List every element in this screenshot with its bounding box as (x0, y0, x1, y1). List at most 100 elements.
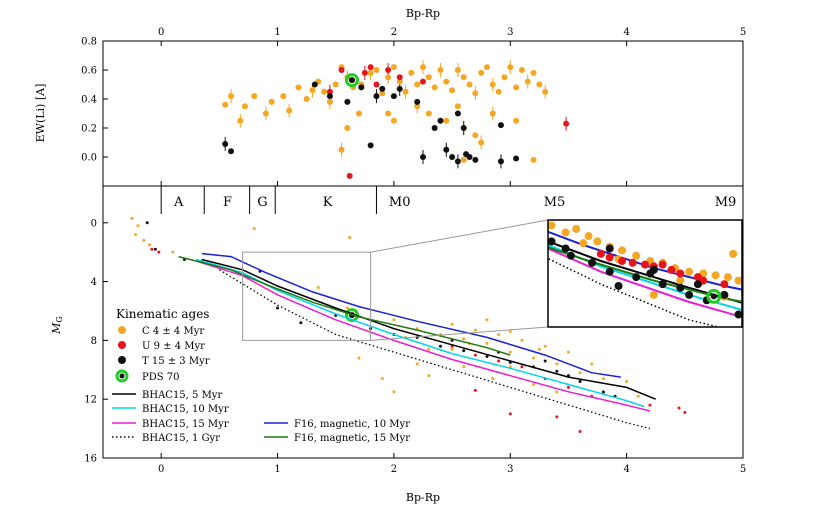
data-point (513, 84, 520, 91)
spectral-type-label: M9 (715, 195, 737, 210)
data-point (280, 93, 287, 100)
data-point (153, 247, 157, 251)
data-point (392, 318, 396, 322)
bottom-y-tick-label: 8 (91, 336, 97, 347)
data-point (262, 110, 269, 117)
inset-connectors (370, 219, 549, 341)
data-point (396, 78, 403, 85)
isochrone-line (178, 255, 511, 356)
data-point (171, 250, 175, 254)
data-point (228, 148, 234, 155)
data-point (321, 88, 328, 95)
data-point (449, 154, 456, 160)
data-point (497, 359, 501, 363)
data-point (462, 337, 466, 341)
data-point (693, 280, 702, 289)
spectral-type-label: M0 (389, 195, 411, 210)
data-point (332, 81, 339, 88)
data-point (734, 276, 742, 285)
data-point (632, 273, 641, 282)
bottom-x-tick-label: 0 (158, 464, 164, 475)
data-point (720, 280, 729, 289)
bottom-y-tick-label: 0 (91, 218, 97, 229)
data-point (373, 67, 380, 73)
data-point (145, 221, 149, 225)
data-point (425, 110, 432, 117)
pds70-marker (706, 288, 722, 304)
spectral-type-label: M5 (544, 195, 566, 210)
legend-label: F16, magnetic, 10 Myr (294, 419, 410, 430)
data-point (361, 69, 368, 76)
data-point (625, 380, 629, 384)
inset-isochrone-line (548, 240, 742, 304)
data-point (427, 347, 431, 351)
data-point (438, 344, 442, 348)
data-point (555, 369, 559, 373)
spectral-type-label: K (323, 195, 333, 210)
data-point (303, 96, 310, 102)
data-point (402, 88, 409, 95)
data-point (346, 172, 353, 179)
data-point (555, 415, 559, 419)
data-point (373, 81, 380, 88)
data-point (489, 110, 496, 117)
bottom-x-tick-label: 1 (274, 464, 280, 475)
inset-frame (547, 219, 743, 328)
bottom-y-axis-title: MG (50, 316, 64, 335)
data-point (286, 107, 293, 114)
data-point (472, 156, 479, 163)
data-point (415, 362, 419, 366)
data-point (420, 154, 426, 160)
data-point (520, 338, 524, 342)
data-point (566, 251, 575, 260)
data-point (420, 64, 426, 71)
data-point (641, 260, 649, 269)
top-x-tick-label: 3 (507, 27, 513, 38)
data-point (222, 140, 229, 147)
data-point (497, 158, 504, 165)
data-point (508, 350, 512, 354)
data-point (390, 117, 397, 124)
data-point (466, 81, 473, 88)
legend-swatch-core (119, 373, 125, 379)
data-point (420, 78, 426, 85)
top-x-tick-label: 5 (740, 27, 746, 38)
data-point (676, 276, 685, 285)
data-point (425, 74, 432, 81)
legend-swatch (118, 356, 126, 364)
legend: Kinematic ages C 4 ± 4 Myr U 9 ± 4 Myr T 1… (112, 307, 410, 444)
data-point (489, 81, 496, 88)
data-point (295, 84, 302, 91)
data-point (462, 349, 466, 353)
data-point (485, 341, 489, 345)
data-point (677, 406, 681, 410)
pds70-marker (345, 73, 360, 88)
data-point (513, 155, 520, 162)
data-point (373, 93, 380, 100)
data-point (136, 224, 140, 228)
data-point (358, 84, 365, 91)
data-point (390, 64, 397, 71)
top-y-tick-label: 0.8 (81, 37, 97, 48)
data-point (385, 74, 392, 81)
top-y-axis-title: EW(Li) [A] (34, 84, 47, 143)
legend-label: PDS 70 (142, 372, 180, 383)
data-point (414, 81, 421, 88)
data-point (472, 132, 479, 139)
data-point (414, 103, 421, 110)
data-point (685, 267, 694, 276)
data-point (472, 90, 479, 97)
data-point (478, 139, 485, 146)
legend-swatch (118, 326, 126, 334)
data-point (431, 84, 438, 91)
data-point (520, 365, 524, 369)
data-point (427, 374, 431, 378)
data-point (676, 283, 685, 292)
data-point (632, 251, 641, 260)
data-point (473, 328, 477, 332)
data-point (241, 103, 248, 110)
data-point (148, 243, 152, 247)
data-point (542, 88, 549, 95)
data-point (566, 350, 570, 354)
